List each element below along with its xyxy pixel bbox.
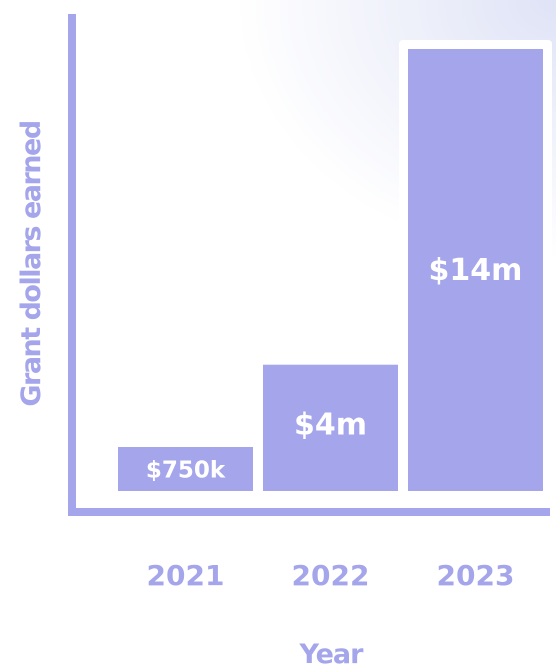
data-label-2021: $750k [146,457,226,483]
x-axis-label: Year [299,639,365,665]
bar-2022 [263,364,398,491]
bar-2021 [118,447,253,491]
data-label-2023: $14m [429,253,523,288]
bar-2023 [408,49,543,491]
x-tick-label-2021: 2021 [147,559,225,592]
bars-layer: $750k $4m $14m [118,40,552,491]
y-axis-label: Grant dollars earned [16,121,47,406]
x-tick-label-2022: 2022 [292,559,370,592]
data-label-2022: $4m [294,408,367,443]
axes-layer [68,14,550,516]
x-tick-labels: 2021 2022 2023 [147,559,515,592]
x-tick-label-2023: 2023 [437,559,515,592]
